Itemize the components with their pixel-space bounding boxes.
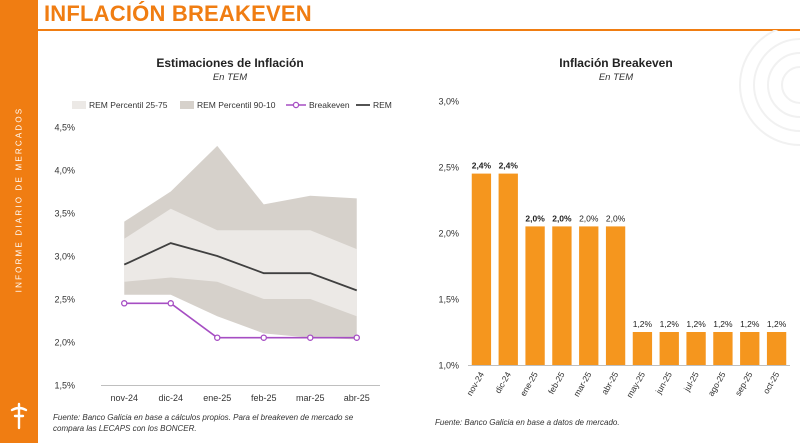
bar [525,226,545,365]
breakeven-point [260,334,267,341]
legend-label: REM [373,100,392,110]
chart-title: Estimaciones de Inflación [156,56,303,70]
chart-title: Inflación Breakeven [559,56,672,70]
chart-subtitle: En TEM [213,72,247,83]
legend-swatch [72,101,86,109]
x-tick-label: abr-25 [344,393,370,403]
y-tick-label: 3,0% [438,97,459,107]
y-tick-label: 2,0% [54,338,75,348]
band-percentil-25-75 [124,208,357,317]
bar [740,332,760,365]
x-tick-label: dic-24 [493,370,513,395]
y-tick-label: 1,5% [438,295,459,305]
bar [713,332,733,365]
source-note: Fuente: Banco Galicia en base a cálculos… [53,413,354,422]
bar-value-label: 1,2% [633,319,653,329]
bar-value-label: 1,2% [686,319,706,329]
legend-swatch [180,101,194,109]
legend-label: REM Percentil 25-75 [89,100,168,110]
bar-value-label: 2,0% [606,213,626,223]
legend-label: REM Percentil 90-10 [197,100,276,110]
y-tick-label: 4,5% [54,123,75,133]
x-tick-label: sep-25 [733,370,755,398]
breakeven-line [124,302,357,339]
sidebar: INFORME DIARIO DE MERCADOS [0,0,38,443]
y-tick-label: 3,5% [54,209,75,219]
breakeven-point [353,334,360,341]
bar [605,226,626,365]
x-tick-label: abr-25 [599,370,620,397]
y-tick-label: 2,5% [438,163,459,173]
y-tick-label: 3,0% [54,252,75,262]
breakeven-point [121,300,128,307]
x-tick-label: nov-24 [464,370,486,398]
x-tick-label: feb-25 [251,393,277,403]
dagger-icon [10,402,28,430]
x-tick-label: mar-25 [296,393,325,403]
x-tick-label: ago-25 [706,370,728,398]
bar-value-label: 1,2% [660,319,680,329]
bar [471,173,492,365]
bar-value-label: 2,0% [552,213,572,223]
bar [579,226,599,365]
bar-value-label: 2,4% [472,161,492,171]
legend-marker [292,101,300,109]
breakeven-bar-chart: Inflación Breakeven En TEM 1,0% 1,5% 2,0% 2,5… [435,56,790,427]
x-tick-label: nov-24 [110,393,138,403]
title-rule [38,29,800,31]
bar [552,226,572,365]
x-tick-label: ene-25 [518,370,540,398]
bar [632,332,653,365]
rem-line [123,242,358,292]
sidebar-report-label: INFORME DIARIO DE MERCADOS [14,106,24,293]
breakeven-point [306,334,314,341]
legend-label: Breakeven [309,100,350,110]
decorative-arcs-icon [739,30,800,146]
y-tick-label: 2,0% [438,229,459,239]
x-tick-label: mar-25 [571,370,593,399]
bar-value-label: 2,4% [499,161,519,171]
source-note: Fuente: Banco Galicia en base a datos de… [435,418,620,427]
bar-value-label: 2,0% [525,213,545,223]
breakeven-point [167,300,175,307]
inflation-estimates-chart: Estimaciones de Inflación En TEM REM Perce… [53,56,392,433]
x-tick-label: ene-25 [203,393,231,403]
x-tick-label: dic-24 [158,393,183,403]
x-tick-label: jul-25 [681,370,701,394]
source-note: compara las LECAPS con los BONCER. [53,424,197,433]
bar [498,173,518,365]
x-tick-label: feb-25 [546,370,567,396]
chart-subtitle: En TEM [599,72,633,83]
x-tick-label: may-25 [624,370,647,400]
bar [766,332,787,365]
y-tick-label: 4,0% [54,166,75,176]
bar [686,332,706,365]
y-tick-label: 1,5% [54,381,75,391]
bar-value-label: 1,2% [740,319,760,329]
bar-value-label: 1,2% [767,319,787,329]
x-tick-label: jun-25 [653,370,674,397]
breakeven-point [213,334,221,341]
page-title: INFLACIÓN BREAKEVEN [44,1,312,26]
y-tick-label: 2,5% [54,295,75,305]
bar [659,332,679,365]
bar-value-label: 1,2% [713,319,733,329]
y-tick-label: 1,0% [438,361,459,371]
bar-value-label: 2,0% [579,213,599,223]
x-tick-label: oct-25 [761,370,782,396]
